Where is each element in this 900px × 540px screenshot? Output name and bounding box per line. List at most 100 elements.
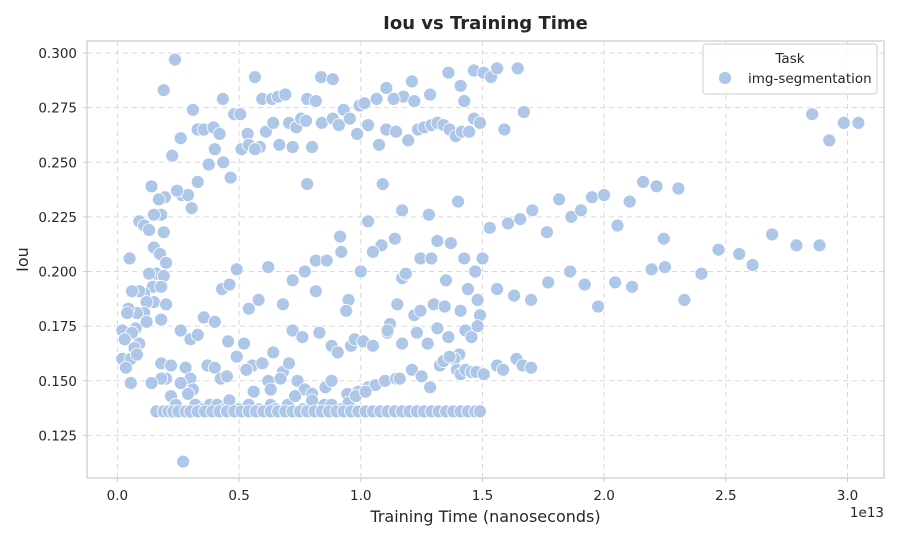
data-point [392, 371, 407, 386]
data-point [247, 142, 262, 157]
data-point [430, 233, 445, 248]
x-tick-label: 2.5 [715, 488, 736, 504]
y-tick-label: 0.275 [38, 101, 77, 117]
data-point [312, 325, 327, 340]
data-point [745, 258, 760, 272]
data-point [167, 52, 182, 67]
data-point [151, 192, 166, 207]
data-point [212, 126, 227, 141]
data-point [365, 338, 380, 353]
data-point [423, 380, 438, 395]
x-tick-label: 0.5 [228, 488, 249, 504]
axis-ticks: 0.0 0.5 1.0 1.5 2.0 2.5 3.0 0.125 0.150 0.175 0.20… [38, 46, 858, 504]
data-point [453, 303, 468, 318]
data-point [339, 303, 354, 318]
data-point [540, 225, 554, 240]
data-point [219, 369, 234, 384]
data-point [591, 299, 605, 314]
data-point [142, 266, 157, 281]
data-point [401, 133, 416, 148]
data-point [266, 345, 281, 360]
data-point [181, 386, 195, 401]
data-point [625, 279, 639, 294]
data-point [404, 362, 419, 377]
data-point [314, 70, 329, 84]
y-tick-label: 0.150 [38, 374, 77, 390]
data-point [380, 323, 395, 338]
data-point [462, 124, 477, 139]
data-point [389, 124, 404, 139]
data-point [510, 61, 525, 76]
data-point [851, 116, 866, 130]
y-axis-label: Iou [13, 247, 32, 272]
data-point [608, 275, 622, 290]
data-point [229, 349, 244, 364]
data-point [577, 277, 592, 292]
data-point [423, 87, 438, 102]
data-point [173, 323, 188, 338]
data-point [442, 349, 457, 364]
data-point [525, 203, 540, 218]
data-point [375, 177, 390, 192]
data-point [272, 137, 287, 152]
x-tick-label: 0.0 [107, 488, 128, 504]
data-point [239, 362, 254, 377]
legend-entry-label: img-segmentation [748, 71, 872, 87]
data-point [295, 330, 310, 345]
data-point [441, 65, 456, 80]
data-point [409, 325, 424, 340]
data-point [215, 92, 230, 106]
data-point [585, 190, 599, 205]
data-point [574, 203, 588, 218]
data-point [221, 334, 236, 349]
y-tick-label: 0.300 [38, 46, 77, 62]
data-point [263, 382, 278, 397]
data-point [261, 260, 276, 275]
data-point [297, 264, 312, 279]
data-point [414, 369, 429, 384]
data-point [475, 251, 490, 266]
data-point [398, 266, 413, 281]
data-point [308, 94, 323, 108]
data-point [154, 312, 169, 327]
data-point [836, 116, 851, 130]
data-point [711, 242, 726, 257]
data-point [190, 174, 205, 189]
data-point [159, 297, 174, 312]
data-point [129, 347, 144, 362]
data-point [184, 201, 199, 216]
data-point [420, 336, 435, 351]
data-point [451, 194, 466, 209]
data-point [501, 216, 515, 231]
data-point [342, 111, 357, 126]
data-point [278, 87, 293, 102]
data-point [372, 137, 386, 152]
data-point [185, 102, 200, 117]
data-point [207, 360, 222, 375]
data-point [300, 177, 315, 192]
x-tick-label: 2.0 [593, 488, 614, 504]
data-point [430, 321, 445, 336]
data-point [390, 297, 405, 312]
data-point [144, 179, 159, 194]
data-point [164, 358, 178, 373]
data-point [464, 330, 479, 345]
data-point [497, 122, 512, 137]
data-point [142, 223, 157, 237]
legend-title: Task [774, 51, 804, 67]
data-point [266, 116, 281, 130]
data-point [476, 367, 491, 382]
data-point [237, 336, 251, 351]
data-point [139, 314, 154, 329]
data-point [246, 384, 261, 399]
data-point [516, 105, 531, 119]
data-point [201, 157, 216, 172]
data-point [330, 345, 345, 360]
data-point [656, 231, 671, 246]
data-point [176, 454, 191, 469]
data-point [482, 220, 497, 235]
data-point [379, 81, 394, 95]
data-point [563, 264, 577, 279]
data-point [324, 373, 339, 388]
